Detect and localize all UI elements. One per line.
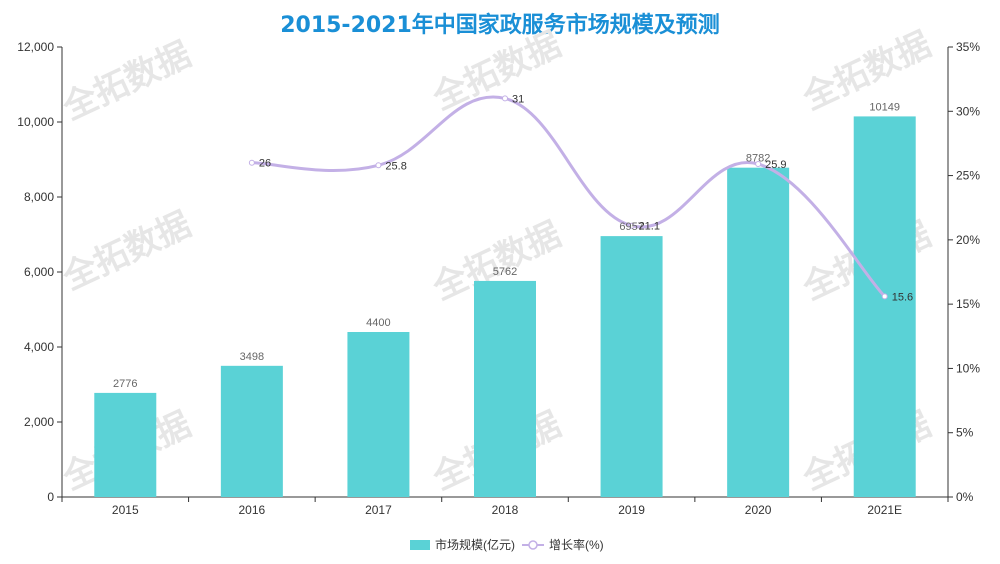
y-left-tick-label: 4,000 <box>24 340 54 354</box>
line-point <box>375 162 382 169</box>
y-right-tick-label: 20% <box>956 233 980 247</box>
watermark-text: 全拓数据 <box>56 204 197 298</box>
legend-line-label: 增长率(%) <box>549 537 604 552</box>
line-value-label: 26 <box>259 158 271 170</box>
legend: 市场规模(亿元) 增长率(%) <box>410 537 604 552</box>
line-point <box>248 159 255 166</box>
legend-line-marker <box>528 540 538 550</box>
bar-value-label: 6957 <box>619 221 643 233</box>
line-value-label: 25.9 <box>765 159 786 171</box>
bar <box>600 236 663 498</box>
data-labels: 2776 3498 4400 5762 6957 8782 10149 26 25.8 31 21.… <box>113 93 913 389</box>
legend-bar-swatch <box>410 540 430 550</box>
y-right-tick-label: 10% <box>956 361 980 375</box>
line-point <box>881 293 888 300</box>
y-right-tick-label: 30% <box>956 104 980 118</box>
watermark-text: 全拓数据 <box>426 24 567 118</box>
x-tick-label: 2021E <box>867 503 902 517</box>
x-tick-label: 2015 <box>112 503 139 517</box>
growth-rate-line <box>250 95 887 298</box>
bar <box>727 167 790 498</box>
y-right-tick-label: 5% <box>956 426 974 440</box>
y-right-tick-label: 15% <box>956 297 980 311</box>
bar <box>347 332 410 497</box>
x-tick-label: 2016 <box>239 503 266 517</box>
line-value-label: 31 <box>512 93 524 105</box>
axes: 0 2,000 4,000 6,000 8,000 10,000 12,000 0% 5% 10%… <box>17 40 980 517</box>
bar-value-label: 3498 <box>240 351 264 363</box>
y-left-tick-label: 2,000 <box>24 415 54 429</box>
bar-series <box>94 116 916 498</box>
y-right-tick-label: 0% <box>956 490 974 504</box>
line-point <box>628 222 635 229</box>
line-series <box>248 95 888 300</box>
bar-value-label: 2776 <box>113 378 137 390</box>
watermark-text: 全拓数据 <box>56 34 197 128</box>
watermark-text: 全拓数据 <box>796 24 937 118</box>
line-value-label: 25.8 <box>385 160 406 172</box>
y-right-tick-label: 25% <box>956 169 980 183</box>
y-left-tick-label: 0 <box>47 490 54 504</box>
x-tick-label: 2017 <box>365 503 392 517</box>
line-point <box>502 95 508 102</box>
bar-value-label: 5762 <box>493 266 517 278</box>
bar-value-label: 10149 <box>869 101 900 113</box>
y-left-tick-label: 8,000 <box>24 190 54 204</box>
bar <box>474 280 536 497</box>
line-value-label: 21.1 <box>639 221 660 233</box>
bar <box>94 392 157 497</box>
chart-title: 2015-2021年中国家政服务市场规模及预测 <box>280 12 720 38</box>
x-tick-label: 2019 <box>618 503 645 517</box>
bar-value-label: 8782 <box>746 153 770 165</box>
bar <box>853 116 916 497</box>
line-value-label: 15.6 <box>892 291 913 303</box>
legend-bar-label: 市场规模(亿元) <box>435 537 515 552</box>
line-point <box>755 161 762 167</box>
y-right-tick-label: 35% <box>956 40 980 54</box>
x-tick-label: 2020 <box>745 503 772 517</box>
x-tick-label: 2018 <box>492 503 519 517</box>
bar <box>220 365 283 497</box>
y-left-tick-label: 10,000 <box>17 115 54 129</box>
y-left-tick-label: 6,000 <box>24 265 54 279</box>
y-left-tick-label: 12,000 <box>17 40 54 54</box>
bar-value-label: 4400 <box>366 317 390 329</box>
